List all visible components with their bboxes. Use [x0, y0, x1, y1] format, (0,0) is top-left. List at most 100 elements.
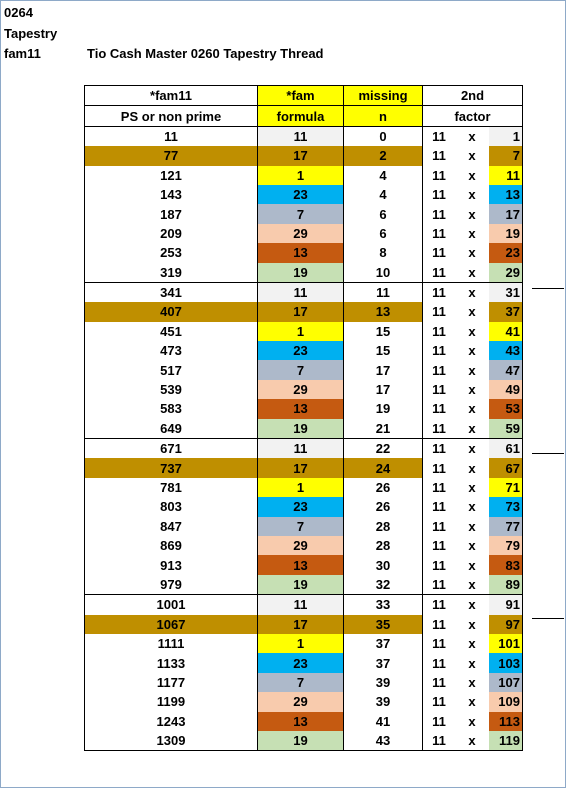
table-row: 407 17 13 11 x 37: [85, 302, 523, 321]
factor-cell: 31: [489, 282, 523, 302]
factor-cell: 11: [489, 166, 523, 185]
factor-cell: 83: [489, 555, 523, 574]
times-cell: x: [455, 478, 489, 497]
ps-value-cell: 451: [85, 322, 258, 341]
tapestry-table: *fam11 *fam missing 2nd PS or non prime …: [84, 85, 523, 751]
table-row: 473 23 15 11 x 43: [85, 341, 523, 360]
ps-value-cell: 1177: [85, 673, 258, 692]
ps-value-cell: 781: [85, 478, 258, 497]
formula-cell: 19: [258, 731, 344, 751]
header-row-2: PS or non prime formula n factor: [85, 106, 523, 126]
ps-value-cell: 341: [85, 282, 258, 302]
factor-cell: 89: [489, 575, 523, 595]
ps-value-cell: 1199: [85, 692, 258, 711]
times-cell: x: [455, 497, 489, 516]
times-cell: x: [455, 634, 489, 653]
multiplier-cell: 11: [423, 282, 456, 302]
times-cell: x: [455, 555, 489, 574]
missing-n-cell: 4: [344, 166, 423, 185]
table-row: 517 7 17 11 x 47: [85, 360, 523, 379]
formula-cell: 19: [258, 263, 344, 283]
table-row: 121 1 4 11 x 11: [85, 166, 523, 185]
multiplier-cell: 11: [423, 712, 456, 731]
table-row: 1199 29 39 11 x 109: [85, 692, 523, 711]
header-line-2: Tapestry: [4, 26, 57, 41]
col-header-fam11: *fam11: [85, 86, 258, 106]
missing-n-cell: 39: [344, 692, 423, 711]
missing-n-cell: 6: [344, 224, 423, 243]
missing-n-cell: 15: [344, 322, 423, 341]
table-row: 77 17 2 11 x 7: [85, 146, 523, 165]
factor-cell: 97: [489, 615, 523, 634]
formula-cell: 7: [258, 673, 344, 692]
factor-cell: 67: [489, 458, 523, 477]
multiplier-cell: 11: [423, 243, 456, 262]
table-row: 737 17 24 11 x 67: [85, 458, 523, 477]
times-cell: x: [455, 575, 489, 595]
ps-value-cell: 253: [85, 243, 258, 262]
ps-value-cell: 1001: [85, 595, 258, 615]
times-cell: x: [455, 204, 489, 223]
missing-n-cell: 28: [344, 517, 423, 536]
formula-cell: 11: [258, 126, 344, 146]
multiplier-cell: 11: [423, 575, 456, 595]
formula-cell: 29: [258, 380, 344, 399]
factor-cell: 119: [489, 731, 523, 751]
ps-value-cell: 979: [85, 575, 258, 595]
missing-n-cell: 17: [344, 360, 423, 379]
table-row: 913 13 30 11 x 83: [85, 555, 523, 574]
factor-cell: 29: [489, 263, 523, 283]
formula-cell: 13: [258, 712, 344, 731]
factor-cell: 109: [489, 692, 523, 711]
ps-value-cell: 737: [85, 458, 258, 477]
missing-n-cell: 28: [344, 536, 423, 555]
factor-cell: 91: [489, 595, 523, 615]
formula-cell: 29: [258, 224, 344, 243]
table-row: 803 23 26 11 x 73: [85, 497, 523, 516]
ps-value-cell: 11: [85, 126, 258, 146]
times-cell: x: [455, 536, 489, 555]
multiplier-cell: 11: [423, 166, 456, 185]
times-cell: x: [455, 302, 489, 321]
formula-cell: 19: [258, 419, 344, 439]
factor-cell: 7: [489, 146, 523, 165]
factor-cell: 13: [489, 185, 523, 204]
times-cell: x: [455, 185, 489, 204]
factor-cell: 23: [489, 243, 523, 262]
ps-value-cell: 1243: [85, 712, 258, 731]
missing-n-cell: 2: [344, 146, 423, 165]
missing-n-cell: 10: [344, 263, 423, 283]
factor-cell: 61: [489, 439, 523, 459]
table-row: 649 19 21 11 x 59: [85, 419, 523, 439]
ps-value-cell: 1133: [85, 653, 258, 672]
table-row: 1133 23 37 11 x 103: [85, 653, 523, 672]
formula-cell: 11: [258, 439, 344, 459]
factor-cell: 107: [489, 673, 523, 692]
multiplier-cell: 11: [423, 517, 456, 536]
ps-value-cell: 913: [85, 555, 258, 574]
table-row: 539 29 17 11 x 49: [85, 380, 523, 399]
formula-cell: 7: [258, 204, 344, 223]
times-cell: x: [455, 712, 489, 731]
factor-cell: 103: [489, 653, 523, 672]
table-row: 1177 7 39 11 x 107: [85, 673, 523, 692]
formula-cell: 13: [258, 243, 344, 262]
ps-value-cell: 803: [85, 497, 258, 516]
multiplier-cell: 11: [423, 380, 456, 399]
missing-n-cell: 24: [344, 458, 423, 477]
multiplier-cell: 11: [423, 555, 456, 574]
formula-cell: 13: [258, 399, 344, 418]
formula-cell: 29: [258, 536, 344, 555]
table-row: 1067 17 35 11 x 97: [85, 615, 523, 634]
times-cell: x: [455, 517, 489, 536]
times-cell: x: [455, 653, 489, 672]
header-row-1: *fam11 *fam missing 2nd: [85, 86, 523, 106]
missing-n-cell: 35: [344, 615, 423, 634]
missing-n-cell: 11: [344, 282, 423, 302]
times-cell: x: [455, 458, 489, 477]
ps-value-cell: 847: [85, 517, 258, 536]
multiplier-cell: 11: [423, 419, 456, 439]
table-row: 847 7 28 11 x 77: [85, 517, 523, 536]
table-row: 781 1 26 11 x 71: [85, 478, 523, 497]
missing-n-cell: 22: [344, 439, 423, 459]
